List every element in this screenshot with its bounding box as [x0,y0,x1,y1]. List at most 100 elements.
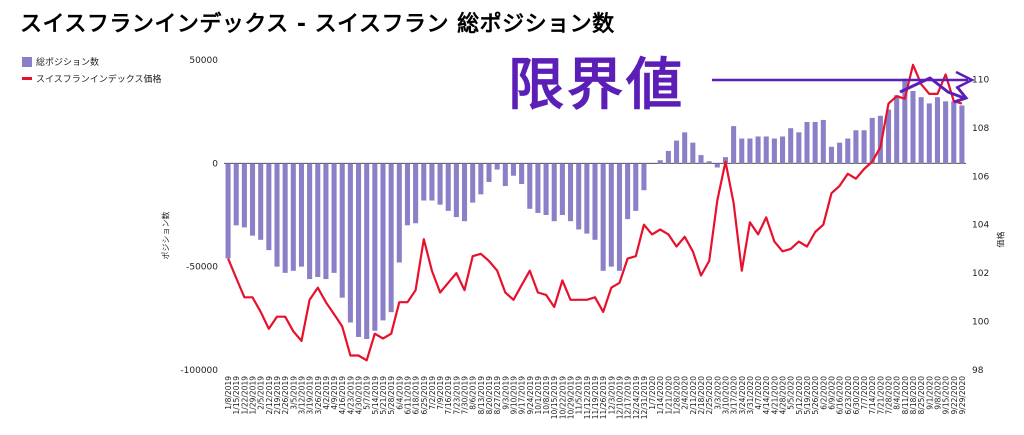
y-right-tick-label: 106 [972,172,989,182]
x-tick-label: 5/28/2019 [387,376,396,415]
bar-positions [551,163,557,222]
y-right-tick-label: 100 [972,318,989,328]
y-left-tick-label: 50000 [189,56,218,66]
x-tick-label: 4/28/2020 [779,376,788,415]
legend-item-positions: 総ポジション数 [22,55,99,68]
bar-positions [747,138,753,164]
x-tick-label: 10/22/2019 [558,376,567,419]
bar-positions [600,163,606,271]
y-right-tick-label: 110 [972,75,989,85]
x-tick-label: 9/1/2020 [925,376,934,410]
x-tick-label: 8/18/2020 [909,376,918,415]
y-left-tick-label: 0 [212,159,218,169]
bar-positions [722,157,728,164]
bar-positions [959,105,965,164]
callout-label: 限界値 [508,53,685,118]
bar-positions [625,163,631,220]
bar-positions [755,136,761,164]
bar-positions [584,163,590,234]
x-tick-label: 8/6/2019 [469,376,478,410]
callout-arrowhead [955,70,975,90]
x-tick-label: 3/26/2019 [314,376,323,415]
x-tick-label: 9/10/2019 [510,376,519,415]
bar-positions [665,150,671,164]
bar-positions [478,163,484,195]
bar-positions [698,155,704,164]
bar-positions [241,163,247,228]
x-tick-label: 6/9/2020 [828,376,837,410]
x-tick-label: 4/14/2020 [762,376,771,415]
legend-swatch-line [22,77,32,80]
bar-positions [315,163,321,277]
x-tick-label: 6/23/2020 [844,376,853,415]
bar-positions [437,163,443,205]
bar-positions [559,163,565,215]
bar-positions [951,101,957,164]
bar-positions [347,163,353,323]
y-left-tick-label: -100000 [180,366,218,376]
bar-positions [633,163,639,211]
bar-positions [372,163,378,331]
x-tick-label: 6/25/2019 [420,376,429,415]
x-tick-label: 5/12/2020 [795,376,804,415]
bar-positions [266,163,272,251]
x-tick-label: 4/16/2019 [338,376,347,415]
x-tick-label: 10/1/2019 [534,376,543,415]
x-tick-label: 3/10/2020 [722,376,731,415]
x-tick-label: 8/4/2020 [893,376,902,410]
x-tick-label: 11/26/2019 [599,376,608,419]
x-tick-label: 2/11/2020 [689,376,698,415]
bar-positions [616,163,622,271]
x-tick-label: 4/9/2019 [330,376,339,410]
x-tick-label: 5/7/2019 [363,376,372,410]
x-tick-label: 1/7/2020 [648,376,657,410]
x-tick-label: 9/8/2020 [934,376,943,410]
x-tick-label: 5/19/2020 [803,376,812,415]
bar-positions [323,163,329,280]
legend-label-positions: 総ポジション数 [36,58,100,68]
x-tick-label: 10/15/2019 [550,376,559,419]
bar-positions [877,115,883,164]
x-tick-label: 2/5/2019 [257,376,266,410]
bar-positions [307,163,313,280]
x-tick-label: 7/14/2020 [868,376,877,415]
legend-item-price: スイスフランインデックス価格 [22,72,161,85]
bar-positions [494,163,500,170]
x-tick-label: 2/4/2020 [681,376,690,410]
x-tick-label: 3/3/2020 [713,376,722,410]
legend-swatch-bar [22,56,32,67]
bar-positions [674,140,680,164]
bar-positions [543,163,549,215]
x-tick-label: 6/30/2020 [852,376,861,415]
x-tick-label: 9/15/2020 [942,376,951,415]
bar-positions [470,163,476,203]
bar-positions [462,163,468,222]
bar-positions [682,132,688,164]
bar-positions [853,130,859,164]
x-tick-label: 6/11/2019 [404,376,413,415]
x-tick-label: 11/5/2019 [575,376,584,415]
bar-positions [274,163,280,267]
x-tick-label: 8/13/2019 [477,376,486,415]
x-tick-label: 12/31/2019 [640,376,649,419]
bar-positions [943,101,949,164]
x-tick-label: 6/16/2020 [836,376,845,415]
bar-positions [592,163,598,240]
bar-positions [926,103,932,164]
bar-positions [828,146,834,164]
bar-positions [388,163,394,313]
bar-positions [290,163,296,271]
bar-positions [641,163,647,191]
bar-positions [910,91,916,164]
bar-positions [788,128,794,164]
x-tick-label: 10/29/2019 [567,376,576,419]
x-tick-label: 1/29/2019 [249,376,258,415]
bar-positions [804,122,810,164]
x-tick-label: 3/31/2020 [746,376,755,415]
bar-positions [486,163,492,182]
x-tick-label: 7/9/2019 [436,376,445,410]
bar-positions [233,163,239,226]
x-tick-label: 7/30/2019 [461,376,470,415]
x-tick-label: 11/19/2019 [591,376,600,419]
